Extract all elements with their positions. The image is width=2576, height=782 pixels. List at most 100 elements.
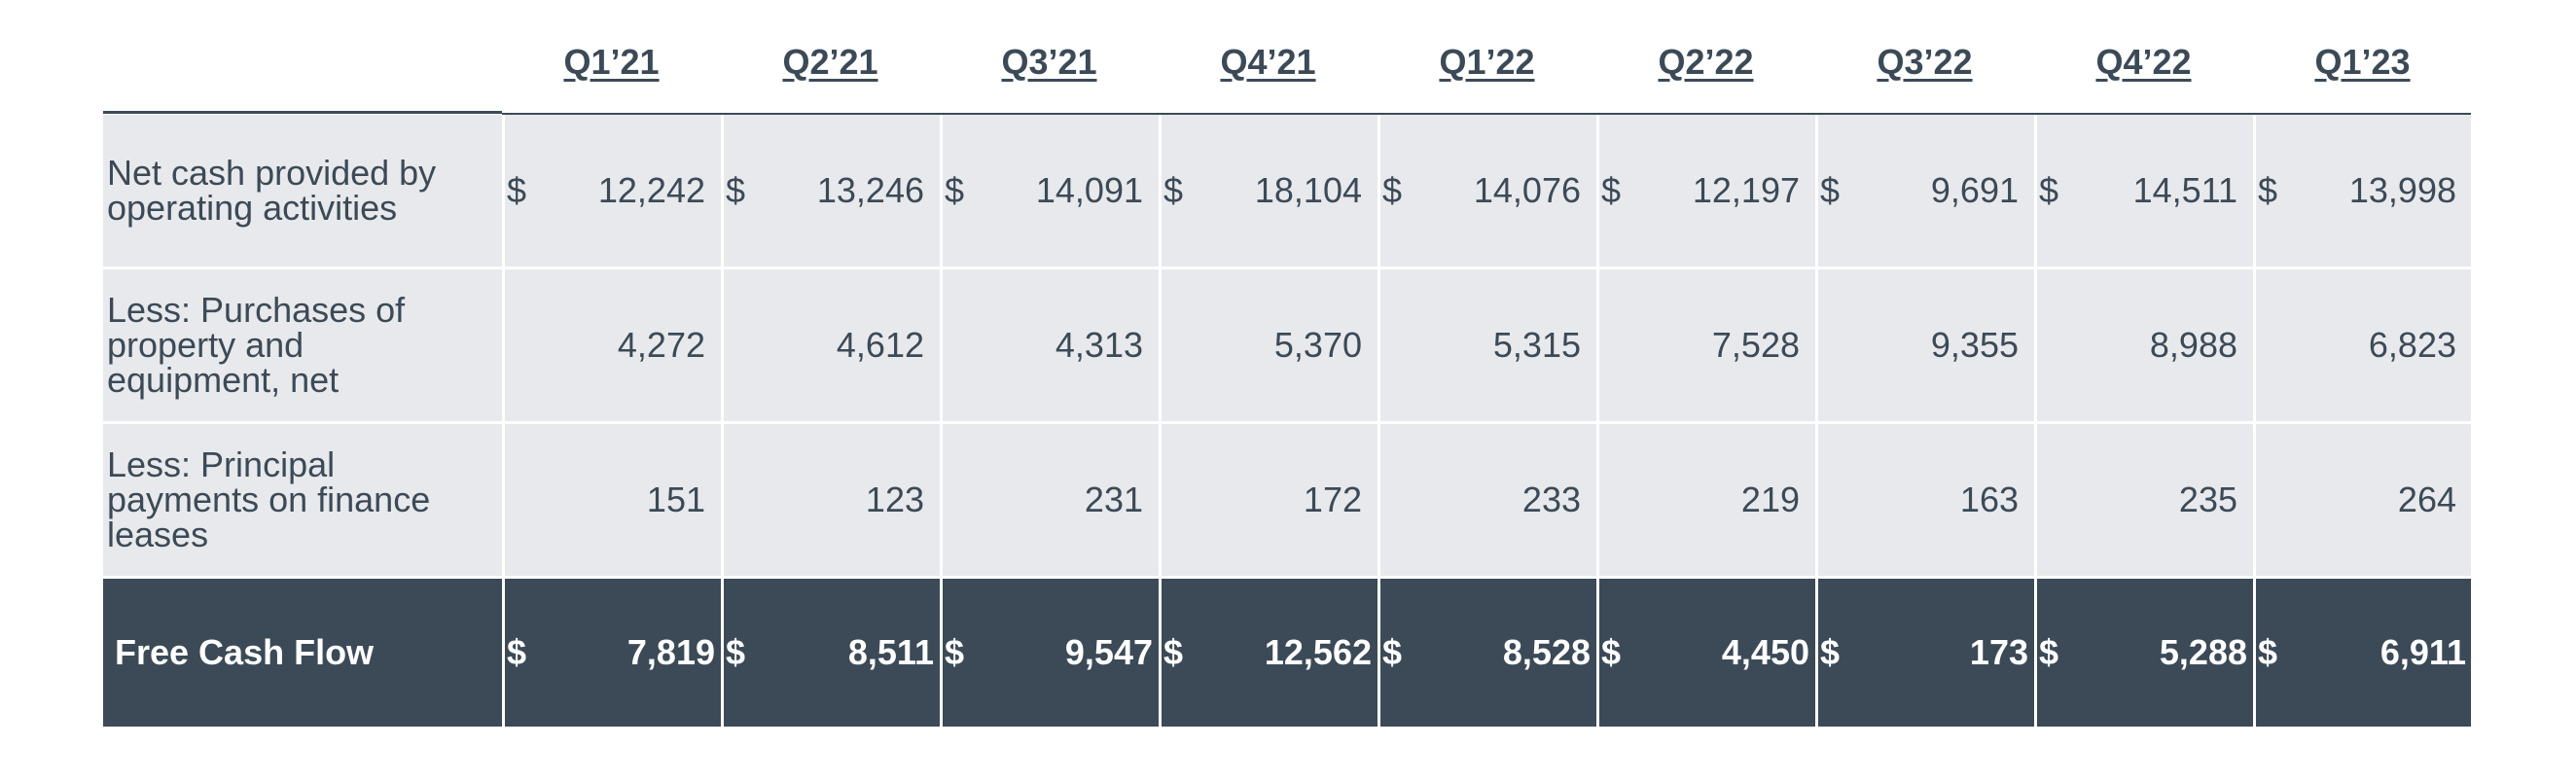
table-cell: $4,450 xyxy=(1596,579,1815,727)
header-rule-left xyxy=(103,111,502,114)
table-cell: $9,691 xyxy=(1815,115,2034,267)
currency-symbol: $ xyxy=(945,170,965,210)
cell-value: 9,547 xyxy=(1064,632,1153,672)
cell-value: 9,691 xyxy=(1930,170,2019,210)
table-cell: 5,370 xyxy=(1159,269,1377,421)
cell-value: 231 xyxy=(1084,480,1143,519)
row-label-free-cash-flow: Free Cash Flow xyxy=(115,635,504,670)
cell-value: 163 xyxy=(1959,480,2019,519)
table-cell: $6,911 xyxy=(2253,579,2472,727)
cell-value: 219 xyxy=(1740,480,1800,519)
table-cell: 8,988 xyxy=(2034,269,2253,421)
cell-value: 8,511 xyxy=(847,632,934,672)
table-cell: 4,272 xyxy=(502,269,721,421)
column-header-q2-22: Q2’22 xyxy=(1658,42,1754,82)
table-cell: 163 xyxy=(1815,424,2034,576)
table-cell: $14,076 xyxy=(1377,115,1596,267)
cell-value: 4,450 xyxy=(1721,632,1809,672)
table-cell: $12,197 xyxy=(1596,115,1815,267)
cell-value: 9,355 xyxy=(1930,325,2019,365)
currency-symbol: $ xyxy=(1820,632,1841,672)
cell-value: 5,288 xyxy=(2159,632,2247,672)
row-label-line: Net cash provided by xyxy=(107,153,437,193)
table-cell: $8,528 xyxy=(1377,579,1596,727)
cell-value: 7,819 xyxy=(626,632,715,672)
currency-symbol: $ xyxy=(2039,170,2059,210)
cell-value: 235 xyxy=(2178,480,2237,519)
currency-symbol: $ xyxy=(1820,170,1841,210)
currency-symbol: $ xyxy=(2258,632,2278,672)
table-cell: 235 xyxy=(2034,424,2253,576)
table-cell: 172 xyxy=(1159,424,1377,576)
currency-symbol: $ xyxy=(726,170,746,210)
table-cell: $12,562 xyxy=(1159,579,1377,727)
table-cell: $12,242 xyxy=(502,115,721,267)
table-cell: 233 xyxy=(1377,424,1596,576)
cell-value: 172 xyxy=(1303,480,1362,519)
column-header-q4-22: Q4’22 xyxy=(2095,42,2192,82)
cell-value: 5,370 xyxy=(1273,325,1362,365)
cell-value: 173 xyxy=(1969,632,2028,672)
table-cell: 264 xyxy=(2253,424,2472,576)
row-label-line: property and xyxy=(107,325,304,365)
row-label-line: equipment, net xyxy=(107,360,340,400)
table-cell: 7,528 xyxy=(1596,269,1815,421)
table-cell: $173 xyxy=(1815,579,2034,727)
cell-value: 264 xyxy=(2397,480,2456,519)
cell-value: 6,911 xyxy=(2379,632,2466,672)
cell-value: 13,998 xyxy=(2348,170,2456,210)
table-cell: $5,288 xyxy=(2034,579,2253,727)
table-row-free-cash-flow: Free Cash Flow $7,819 $8,511 $9,547 $12,562 $… xyxy=(103,579,2471,727)
cell-value: 4,612 xyxy=(836,325,924,365)
currency-symbol: $ xyxy=(1163,632,1184,672)
cell-value: 4,272 xyxy=(617,325,705,365)
header-rule-right xyxy=(502,113,2471,115)
row-label-line: operating activities xyxy=(107,188,398,228)
table-cell: $9,547 xyxy=(940,579,1159,727)
cell-value: 7,528 xyxy=(1711,325,1800,365)
cell-value: 4,313 xyxy=(1055,325,1143,365)
currency-symbol: $ xyxy=(1601,632,1622,672)
table-cell: $13,998 xyxy=(2253,115,2472,267)
column-header-q3-22: Q3’22 xyxy=(1877,42,1973,82)
row-label-line: Free Cash Flow xyxy=(115,632,375,672)
column-header-q2-21: Q2’21 xyxy=(782,42,878,82)
cell-value: 123 xyxy=(865,480,924,519)
cell-value: 18,104 xyxy=(1254,170,1362,210)
cell-value: 12,242 xyxy=(597,170,705,210)
table-row-net-cash-operating: Net cash provided by operating activities… xyxy=(103,115,2471,269)
table-cell: 219 xyxy=(1596,424,1815,576)
cell-value: 151 xyxy=(646,480,705,519)
currency-symbol: $ xyxy=(507,170,527,210)
table-cell: 4,313 xyxy=(940,269,1159,421)
cell-value: 233 xyxy=(1521,480,1581,519)
cell-value: 8,528 xyxy=(1502,632,1591,672)
cell-value: 14,511 xyxy=(2132,170,2237,210)
table-cell: $14,091 xyxy=(940,115,1159,267)
table-cell: $7,819 xyxy=(502,579,721,727)
cell-value: 14,091 xyxy=(1035,170,1143,210)
column-header-row: Q1’21 Q2’21 Q3’21 Q4’21 Q1’22 Q2’22 Q3’2… xyxy=(0,29,2576,88)
currency-symbol: $ xyxy=(945,632,965,672)
currency-symbol: $ xyxy=(507,632,527,672)
row-label-principal-payments-finance-leases: Less: Principal payments on finance leases xyxy=(107,447,496,552)
table-cell: 4,612 xyxy=(721,269,940,421)
currency-symbol: $ xyxy=(726,632,746,672)
free-cash-flow-table: Net cash provided by operating activities… xyxy=(103,115,2471,727)
cell-value: 14,076 xyxy=(1473,170,1581,210)
row-label-line: leases xyxy=(107,515,209,554)
currency-symbol: $ xyxy=(1382,170,1403,210)
table-cell: 231 xyxy=(940,424,1159,576)
currency-symbol: $ xyxy=(1382,632,1403,672)
table-cell: $13,246 xyxy=(721,115,940,267)
table-cell: 5,315 xyxy=(1377,269,1596,421)
cell-value: 6,823 xyxy=(2368,325,2456,365)
table-cell: 9,355 xyxy=(1815,269,2034,421)
column-header-q1-21: Q1’21 xyxy=(563,42,660,82)
currency-symbol: $ xyxy=(2258,170,2278,210)
row-label-line: Less: Principal xyxy=(107,444,336,484)
cell-value: 5,315 xyxy=(1492,325,1581,365)
table-cell: $18,104 xyxy=(1159,115,1377,267)
row-label-line: payments on finance xyxy=(107,480,431,519)
table-cell: 151 xyxy=(502,424,721,576)
